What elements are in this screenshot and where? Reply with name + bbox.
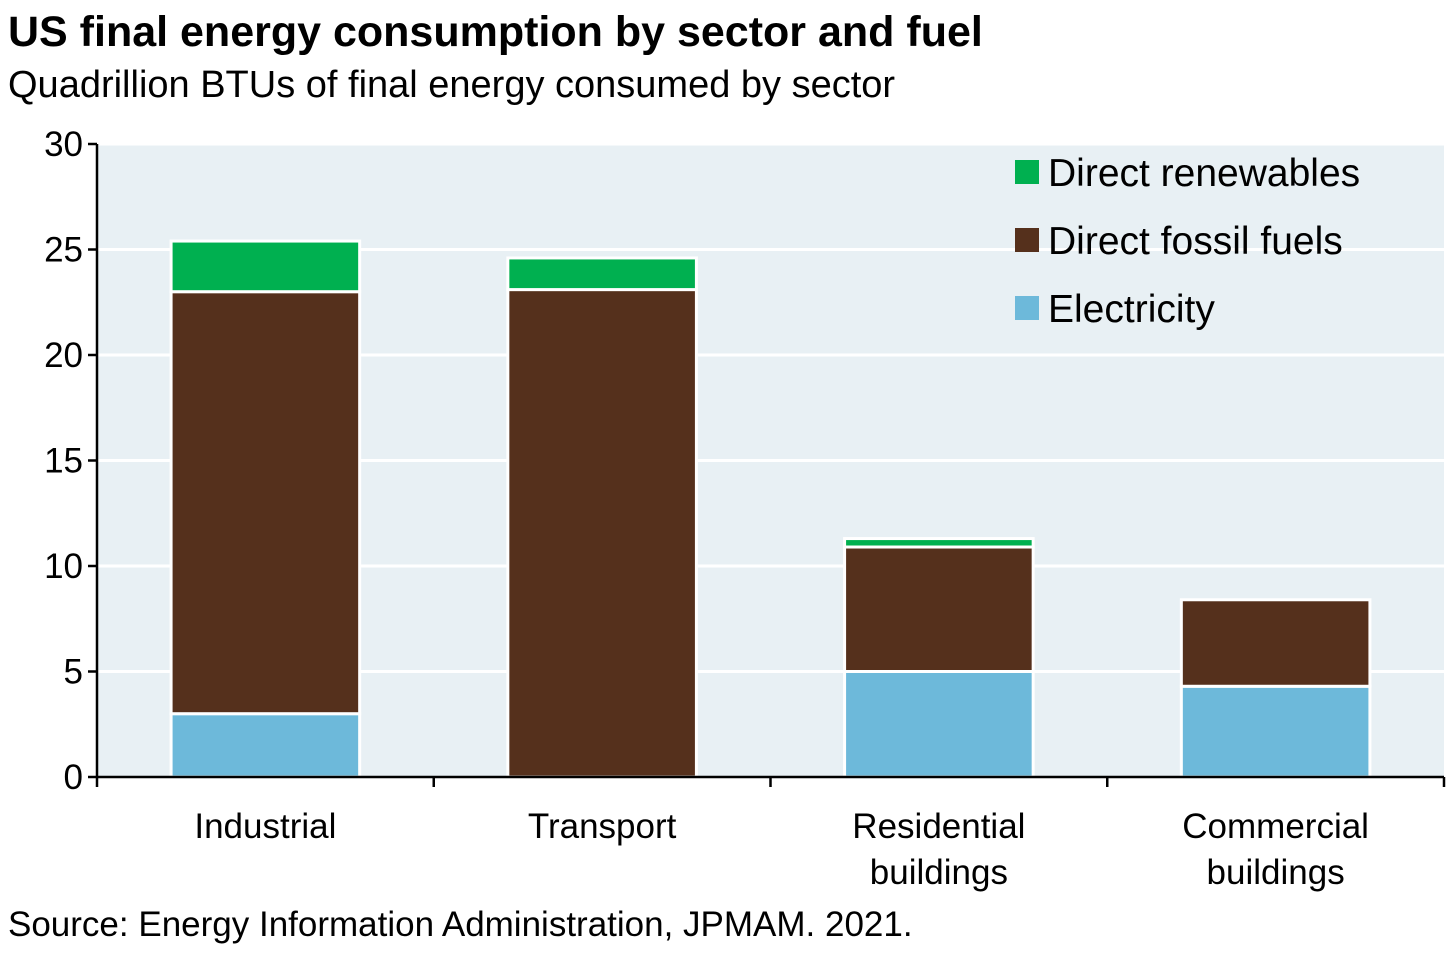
x-axis-labels: Industrial Transport Residential buildingsC… <box>194 807 1369 892</box>
x-category-label-line: Residential <box>852 807 1025 846</box>
x-category-label-line: Transport <box>528 807 677 846</box>
bar-segment-direct-renewables <box>506 256 698 292</box>
legend-swatch <box>1015 228 1039 252</box>
y-tick-label: 0 <box>64 758 83 797</box>
legend-label: Direct fossil fuels <box>1048 220 1343 263</box>
y-tick-label: 15 <box>44 442 83 481</box>
y-tick-label: 25 <box>44 231 83 270</box>
legend: Direct renewables Direct fossil fuels Elec… <box>1015 152 1360 331</box>
bar-segment-direct-fossil-fuels <box>506 288 698 779</box>
bar-segment-electricity <box>1179 684 1372 779</box>
x-category-label: Industrial <box>194 807 336 846</box>
x-category-label-line: buildings <box>1207 853 1345 892</box>
legend-label: Direct renewables <box>1048 152 1360 195</box>
bar-segment-direct-renewables <box>169 239 362 294</box>
y-tick-label: 5 <box>64 653 83 692</box>
x-category-label-line: Industrial <box>194 807 336 846</box>
x-category-label: Transport <box>528 807 677 846</box>
legend-label: Electricity <box>1048 288 1215 331</box>
chart-subtitle: Quadrillion BTUs of final energy consume… <box>8 64 896 106</box>
y-tick-label: 10 <box>44 547 83 586</box>
bars <box>169 239 1372 779</box>
legend-swatch <box>1015 296 1039 320</box>
x-category-label-line: buildings <box>870 853 1008 892</box>
chart-title: US final energy consumption by sector an… <box>8 8 983 56</box>
x-category-label-line: Commercial <box>1182 807 1369 846</box>
bar-segment-direct-renewables <box>843 537 1035 549</box>
y-tick-label: 20 <box>44 336 83 375</box>
bar-segment-direct-fossil-fuels <box>843 545 1035 674</box>
bar-segment-electricity <box>843 670 1035 779</box>
bar-segment-direct-fossil-fuels <box>1179 598 1372 688</box>
x-category-label: Commercial buildings <box>1182 807 1369 892</box>
bar-segment-electricity <box>169 712 362 779</box>
y-tick-label: 30 <box>44 125 83 164</box>
bar-segment-direct-fossil-fuels <box>169 290 362 716</box>
legend-swatch <box>1015 160 1039 184</box>
x-category-label: Residential buildings <box>852 807 1025 892</box>
y-axis-ticks: 0 5 10 15 20 25 30 <box>44 125 97 797</box>
source-note: Source: Energy Information Administratio… <box>8 905 913 944</box>
